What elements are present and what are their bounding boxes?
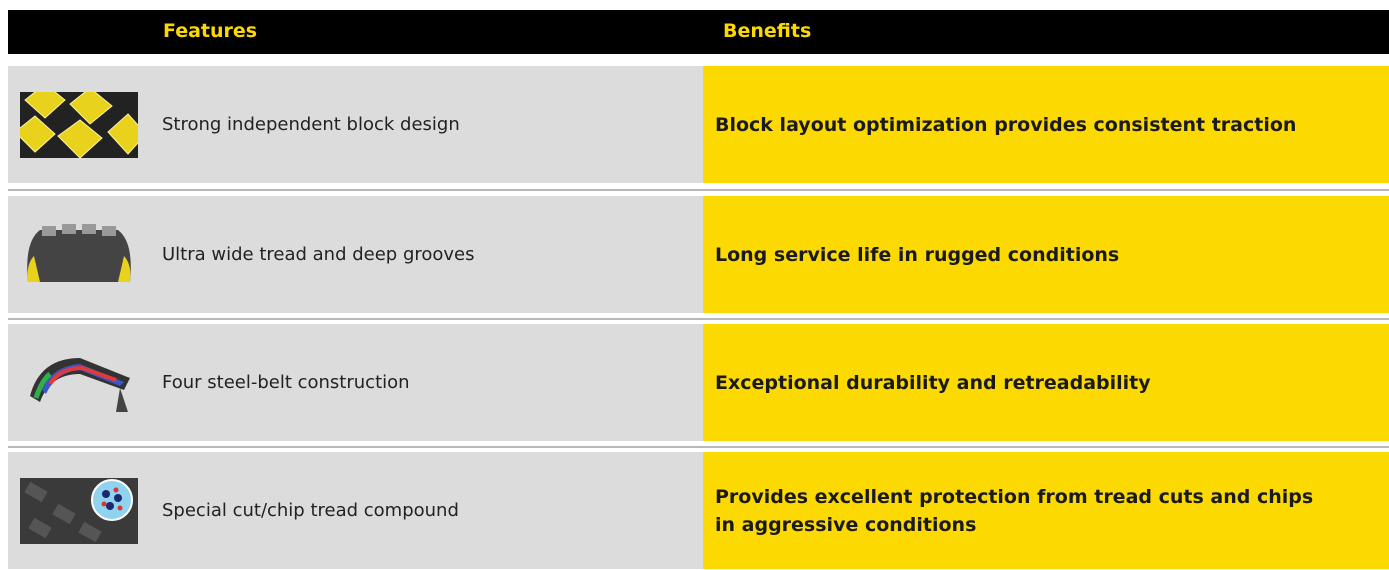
table-row: Ultra wide tread and deep grooves Long s… [8, 196, 1389, 313]
benefit-cell: Exceptional durability and retreadabilit… [703, 324, 1389, 441]
row-separator [8, 446, 1389, 448]
table-row: Four steel-belt construction Exceptional… [8, 324, 1389, 441]
row-separator [8, 318, 1389, 320]
compound-icon [20, 478, 138, 544]
benefit-cell: Provides excellent protection from tread… [703, 452, 1389, 569]
benefit-cell: Block layout optimization provides consi… [703, 66, 1389, 183]
benefit-text: Exceptional durability and retreadabilit… [715, 371, 1151, 394]
table-row: Special cut/chip tread compound Provides… [8, 452, 1389, 569]
feature-cell: Strong independent block design [8, 66, 703, 183]
feature-cell: Four steel-belt construction [8, 324, 703, 441]
benefit-cell: Long service life in rugged conditions [703, 196, 1389, 313]
tread-block-icon [20, 92, 138, 158]
row-separator [8, 189, 1389, 191]
feature-text: Four steel-belt construction [162, 372, 410, 393]
feature-text: Ultra wide tread and deep grooves [162, 244, 475, 265]
feature-text: Strong independent block design [162, 114, 460, 135]
header-bar: Features Benefits [8, 10, 1389, 54]
tread-profile-icon [27, 224, 131, 282]
table-row: Strong independent block design Block la… [8, 66, 1389, 183]
feature-text: Special cut/chip tread compound [162, 500, 459, 521]
header-benefits: Benefits [723, 20, 812, 42]
feature-cell: Special cut/chip tread compound [8, 452, 703, 569]
steel-belt-icon [30, 358, 130, 412]
benefit-text: Provides excellent protection from tread… [715, 485, 1314, 536]
header-features: Features [163, 20, 258, 42]
benefit-text: Long service life in rugged conditions [715, 243, 1120, 266]
benefit-text: Block layout optimization provides consi… [715, 113, 1297, 136]
feature-cell: Ultra wide tread and deep grooves [8, 196, 703, 313]
